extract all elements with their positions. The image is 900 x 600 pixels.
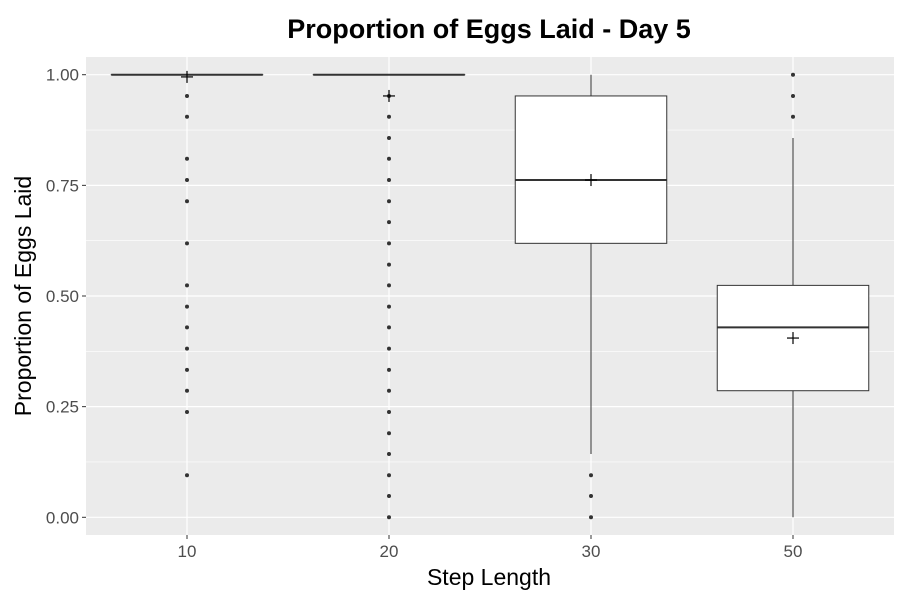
outlier-point — [185, 367, 189, 372]
outlier-point — [387, 199, 391, 204]
outlier-point — [185, 346, 189, 351]
outlier-point — [387, 431, 391, 436]
outlier-point — [185, 93, 189, 98]
outlier-point — [791, 72, 795, 77]
box-series — [110, 70, 870, 520]
x-axis-title: Step Length — [427, 564, 551, 590]
outlier-point — [185, 199, 189, 204]
y-axis: 0.00 0.25 0.50 0.75 1.00 — [46, 66, 86, 527]
outlier-point — [185, 325, 189, 330]
outlier-point — [791, 93, 795, 98]
box-30 — [514, 74, 668, 520]
x-tick-label: 50 — [784, 542, 803, 561]
outlier-point — [185, 241, 189, 246]
box-50 — [716, 72, 870, 518]
y-tick-label: 0.50 — [46, 287, 79, 306]
outlier-point — [387, 388, 391, 393]
outlier-point — [387, 346, 391, 351]
chart-title: Proportion of Eggs Laid - Day 5 — [287, 14, 691, 44]
outlier-point — [387, 409, 391, 414]
outlier-point — [185, 473, 189, 478]
y-tick-label: 0.75 — [46, 176, 79, 195]
x-axis: 10 20 30 50 — [178, 535, 803, 561]
outlier-point — [387, 135, 391, 140]
outlier-point — [387, 178, 391, 183]
outlier-point — [185, 178, 189, 183]
outlier-point — [387, 262, 391, 267]
y-axis-title: Proportion of Eggs Laid — [10, 176, 36, 416]
outlier-point — [387, 241, 391, 246]
y-tick-label: 0.25 — [46, 398, 79, 417]
outlier-point — [185, 283, 189, 288]
x-tick-label: 20 — [380, 542, 399, 561]
y-tick-label: 1.00 — [46, 66, 79, 85]
outlier-point — [791, 114, 795, 119]
outlier-point — [589, 494, 593, 499]
outlier-point — [387, 452, 391, 457]
outlier-point — [185, 114, 189, 119]
outlier-point — [387, 473, 391, 478]
outlier-point — [589, 515, 593, 520]
outlier-point — [387, 325, 391, 330]
outlier-point — [387, 114, 391, 119]
outlier-point — [387, 367, 391, 372]
outlier-point — [387, 283, 391, 288]
box-10 — [110, 70, 264, 478]
box-body — [514, 95, 668, 244]
outlier-point — [387, 220, 391, 225]
outlier-point — [185, 304, 189, 309]
outlier-point — [387, 515, 391, 520]
x-tick-label: 30 — [582, 542, 601, 561]
y-tick-label: 0.00 — [46, 508, 79, 527]
outlier-point — [387, 494, 391, 499]
outlier-point — [185, 156, 189, 161]
outlier-point — [185, 388, 189, 393]
outlier-point — [387, 304, 391, 309]
outlier-point — [185, 409, 189, 414]
box-20 — [312, 73, 466, 520]
outlier-point — [387, 156, 391, 161]
outlier-point — [589, 473, 593, 478]
x-tick-label: 10 — [178, 542, 197, 561]
